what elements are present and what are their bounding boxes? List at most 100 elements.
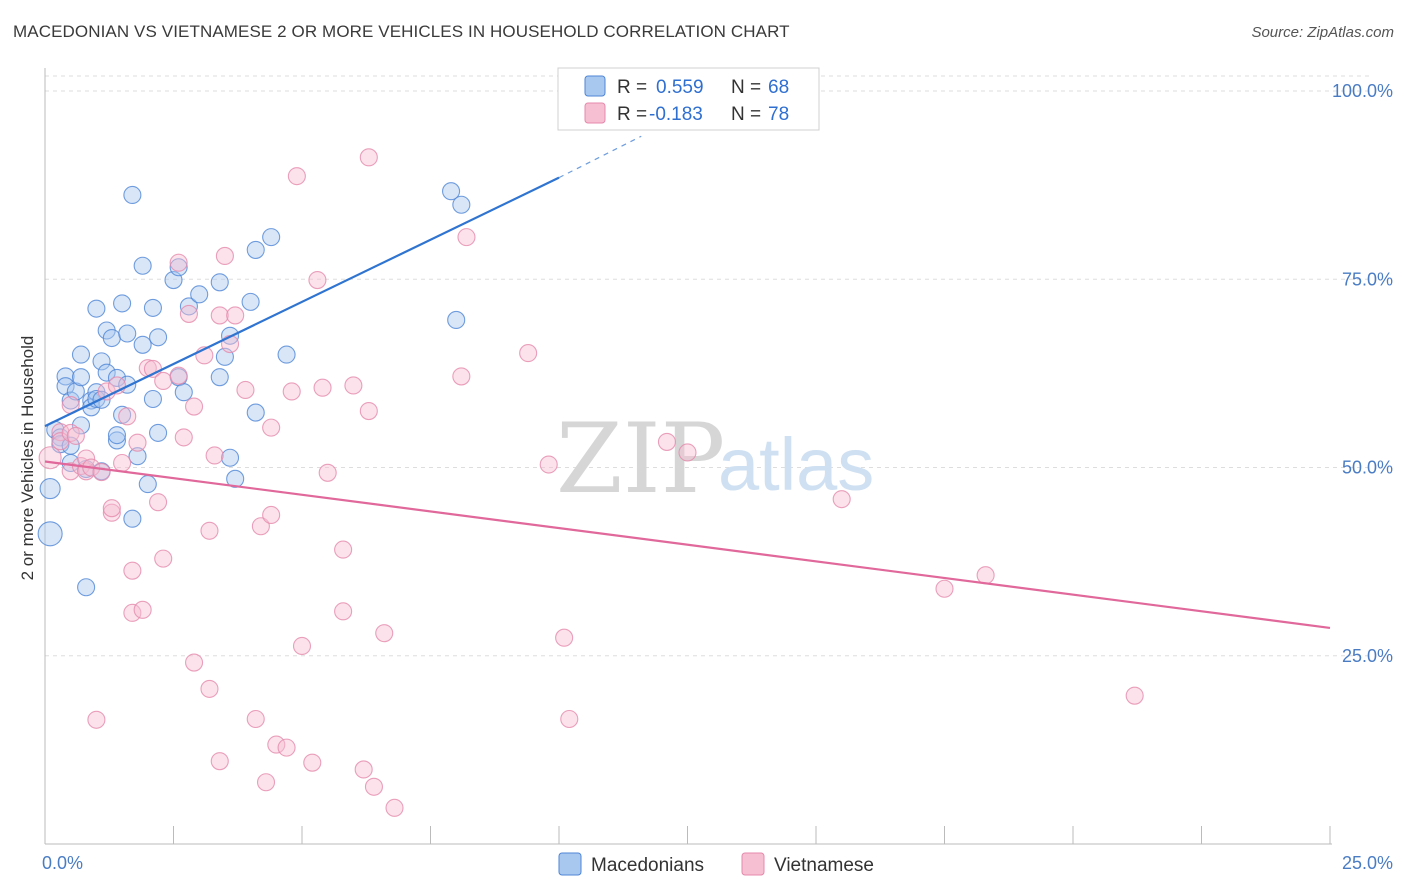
macedonian-point xyxy=(226,469,245,488)
vietnamese-point xyxy=(678,443,697,462)
macedonian-point xyxy=(277,345,296,364)
source-credit: Source: ZipAtlas.com xyxy=(1251,24,1394,41)
watermark-zip: ZIP xyxy=(556,403,725,515)
vietnamese-point xyxy=(519,344,538,363)
vietnamese-point xyxy=(354,760,373,779)
legend-n-label-vietnamese: N = xyxy=(731,104,761,125)
watermark-atlas: atlas xyxy=(718,423,874,506)
vietnamese-point xyxy=(334,540,353,559)
axes xyxy=(44,68,1332,845)
vietnamese-point xyxy=(246,709,265,729)
legend-swatch-macedonians xyxy=(584,75,606,97)
vietnamese-point xyxy=(113,453,132,473)
macedonian-point xyxy=(71,416,91,435)
vietnamese-point xyxy=(657,432,676,451)
vietnamese-point xyxy=(282,382,301,401)
macedonian-point xyxy=(97,363,116,382)
macedonians-trend-line xyxy=(44,176,560,428)
macedonian-point xyxy=(113,294,132,313)
macedonian-point xyxy=(39,478,61,500)
vietnamese-point xyxy=(154,549,173,568)
vietnamese-point xyxy=(287,167,306,186)
vietnamese-point xyxy=(262,505,281,525)
vietnamese-point xyxy=(149,493,168,512)
vietnamese-point xyxy=(251,517,270,536)
vietnamese-point xyxy=(555,628,574,647)
vietnamese-point xyxy=(375,624,394,643)
macedonian-point xyxy=(143,298,162,317)
vietnamese-point xyxy=(256,773,276,792)
vietnamese-point xyxy=(236,380,255,400)
macedonian-point xyxy=(77,578,96,597)
macedonian-point xyxy=(143,389,162,409)
vietnamese-point xyxy=(200,521,219,540)
macedonian-point xyxy=(66,382,85,401)
macedonian-point xyxy=(241,292,260,311)
macedonian-point xyxy=(133,335,152,354)
vietnamese-point xyxy=(318,463,337,482)
vietnamese-point xyxy=(133,600,152,619)
macedonian-point xyxy=(179,297,198,316)
tick-labels: 25.0% 50.0% 75.0% 100.0% 0.0% 25.0% xyxy=(42,81,1393,873)
vietnamese-point xyxy=(174,428,193,447)
vietnamese-point xyxy=(832,490,851,509)
macedonian-point xyxy=(87,299,106,318)
vietnamese-point xyxy=(210,752,229,771)
legend-r-label-macedonians: R = xyxy=(617,77,647,98)
macedonian-point xyxy=(174,383,193,402)
vietnamese-point xyxy=(61,462,80,481)
vietnamese-point xyxy=(560,709,579,729)
vietnamese-point xyxy=(61,423,80,442)
macedonian-point xyxy=(442,182,461,201)
macedonian-point xyxy=(61,391,80,410)
chart-title: MACEDONIAN VS VIETNAMESE 2 OR MORE VEHIC… xyxy=(13,22,790,41)
macedonian-point xyxy=(92,352,111,371)
macedonian-point xyxy=(138,475,157,494)
vietnamese-point xyxy=(226,306,245,325)
vietnamese-point xyxy=(220,334,240,354)
macedonian-point xyxy=(71,368,91,387)
macedonians-trend-extension xyxy=(558,135,642,179)
series-legend: Macedonians Vietnamese xyxy=(558,852,874,876)
macedonian-point xyxy=(210,368,229,387)
vietnamese-point xyxy=(292,636,312,656)
series-legend-label-vietnamese[interactable]: Vietnamese xyxy=(774,855,874,876)
vietnamese-point xyxy=(262,418,281,437)
legend-n-value-vietnamese: 78 xyxy=(768,104,789,125)
macedonian-point xyxy=(149,328,168,347)
vietnamese-point xyxy=(1125,686,1144,705)
macedonian-point xyxy=(107,368,127,387)
vietnamese-point xyxy=(267,735,286,754)
macedonian-point xyxy=(149,423,168,442)
macedonian-point xyxy=(56,367,75,386)
vietnamese-point xyxy=(128,433,147,452)
vietnamese-point xyxy=(313,378,332,397)
series-legend-swatch-vietnamese[interactable] xyxy=(741,852,765,876)
series-legend-label-macedonians[interactable]: Macedonians xyxy=(591,855,704,876)
macedonian-point xyxy=(61,436,80,455)
macedonian-point xyxy=(102,328,121,348)
vietnamese-point xyxy=(452,367,471,386)
vietnamese-point xyxy=(169,253,188,272)
series-legend-swatch-macedonians[interactable] xyxy=(558,852,582,876)
vietnamese-point xyxy=(539,455,558,474)
macedonian-point xyxy=(107,426,127,445)
macedonian-point xyxy=(190,285,209,304)
macedonian-point xyxy=(71,345,91,364)
macedonian-point xyxy=(262,228,281,247)
trend-lines xyxy=(44,135,1331,629)
macedonian-point xyxy=(246,403,265,422)
macedonian-point xyxy=(452,195,471,214)
vietnamese-point xyxy=(385,798,404,817)
legend-r-label-vietnamese: R = xyxy=(617,104,647,125)
vietnamese-point xyxy=(935,579,954,598)
legend-n-label-macedonians: N = xyxy=(731,77,761,98)
legend-swatch-vietnamese xyxy=(584,102,606,124)
vietnamese-point xyxy=(976,566,995,585)
vietnamese-point xyxy=(303,753,322,772)
grid-lines xyxy=(45,75,1370,657)
y-tick-label-100: 100.0% xyxy=(1332,81,1393,101)
vietnamese-point xyxy=(364,777,384,796)
macedonians-points xyxy=(37,182,471,597)
